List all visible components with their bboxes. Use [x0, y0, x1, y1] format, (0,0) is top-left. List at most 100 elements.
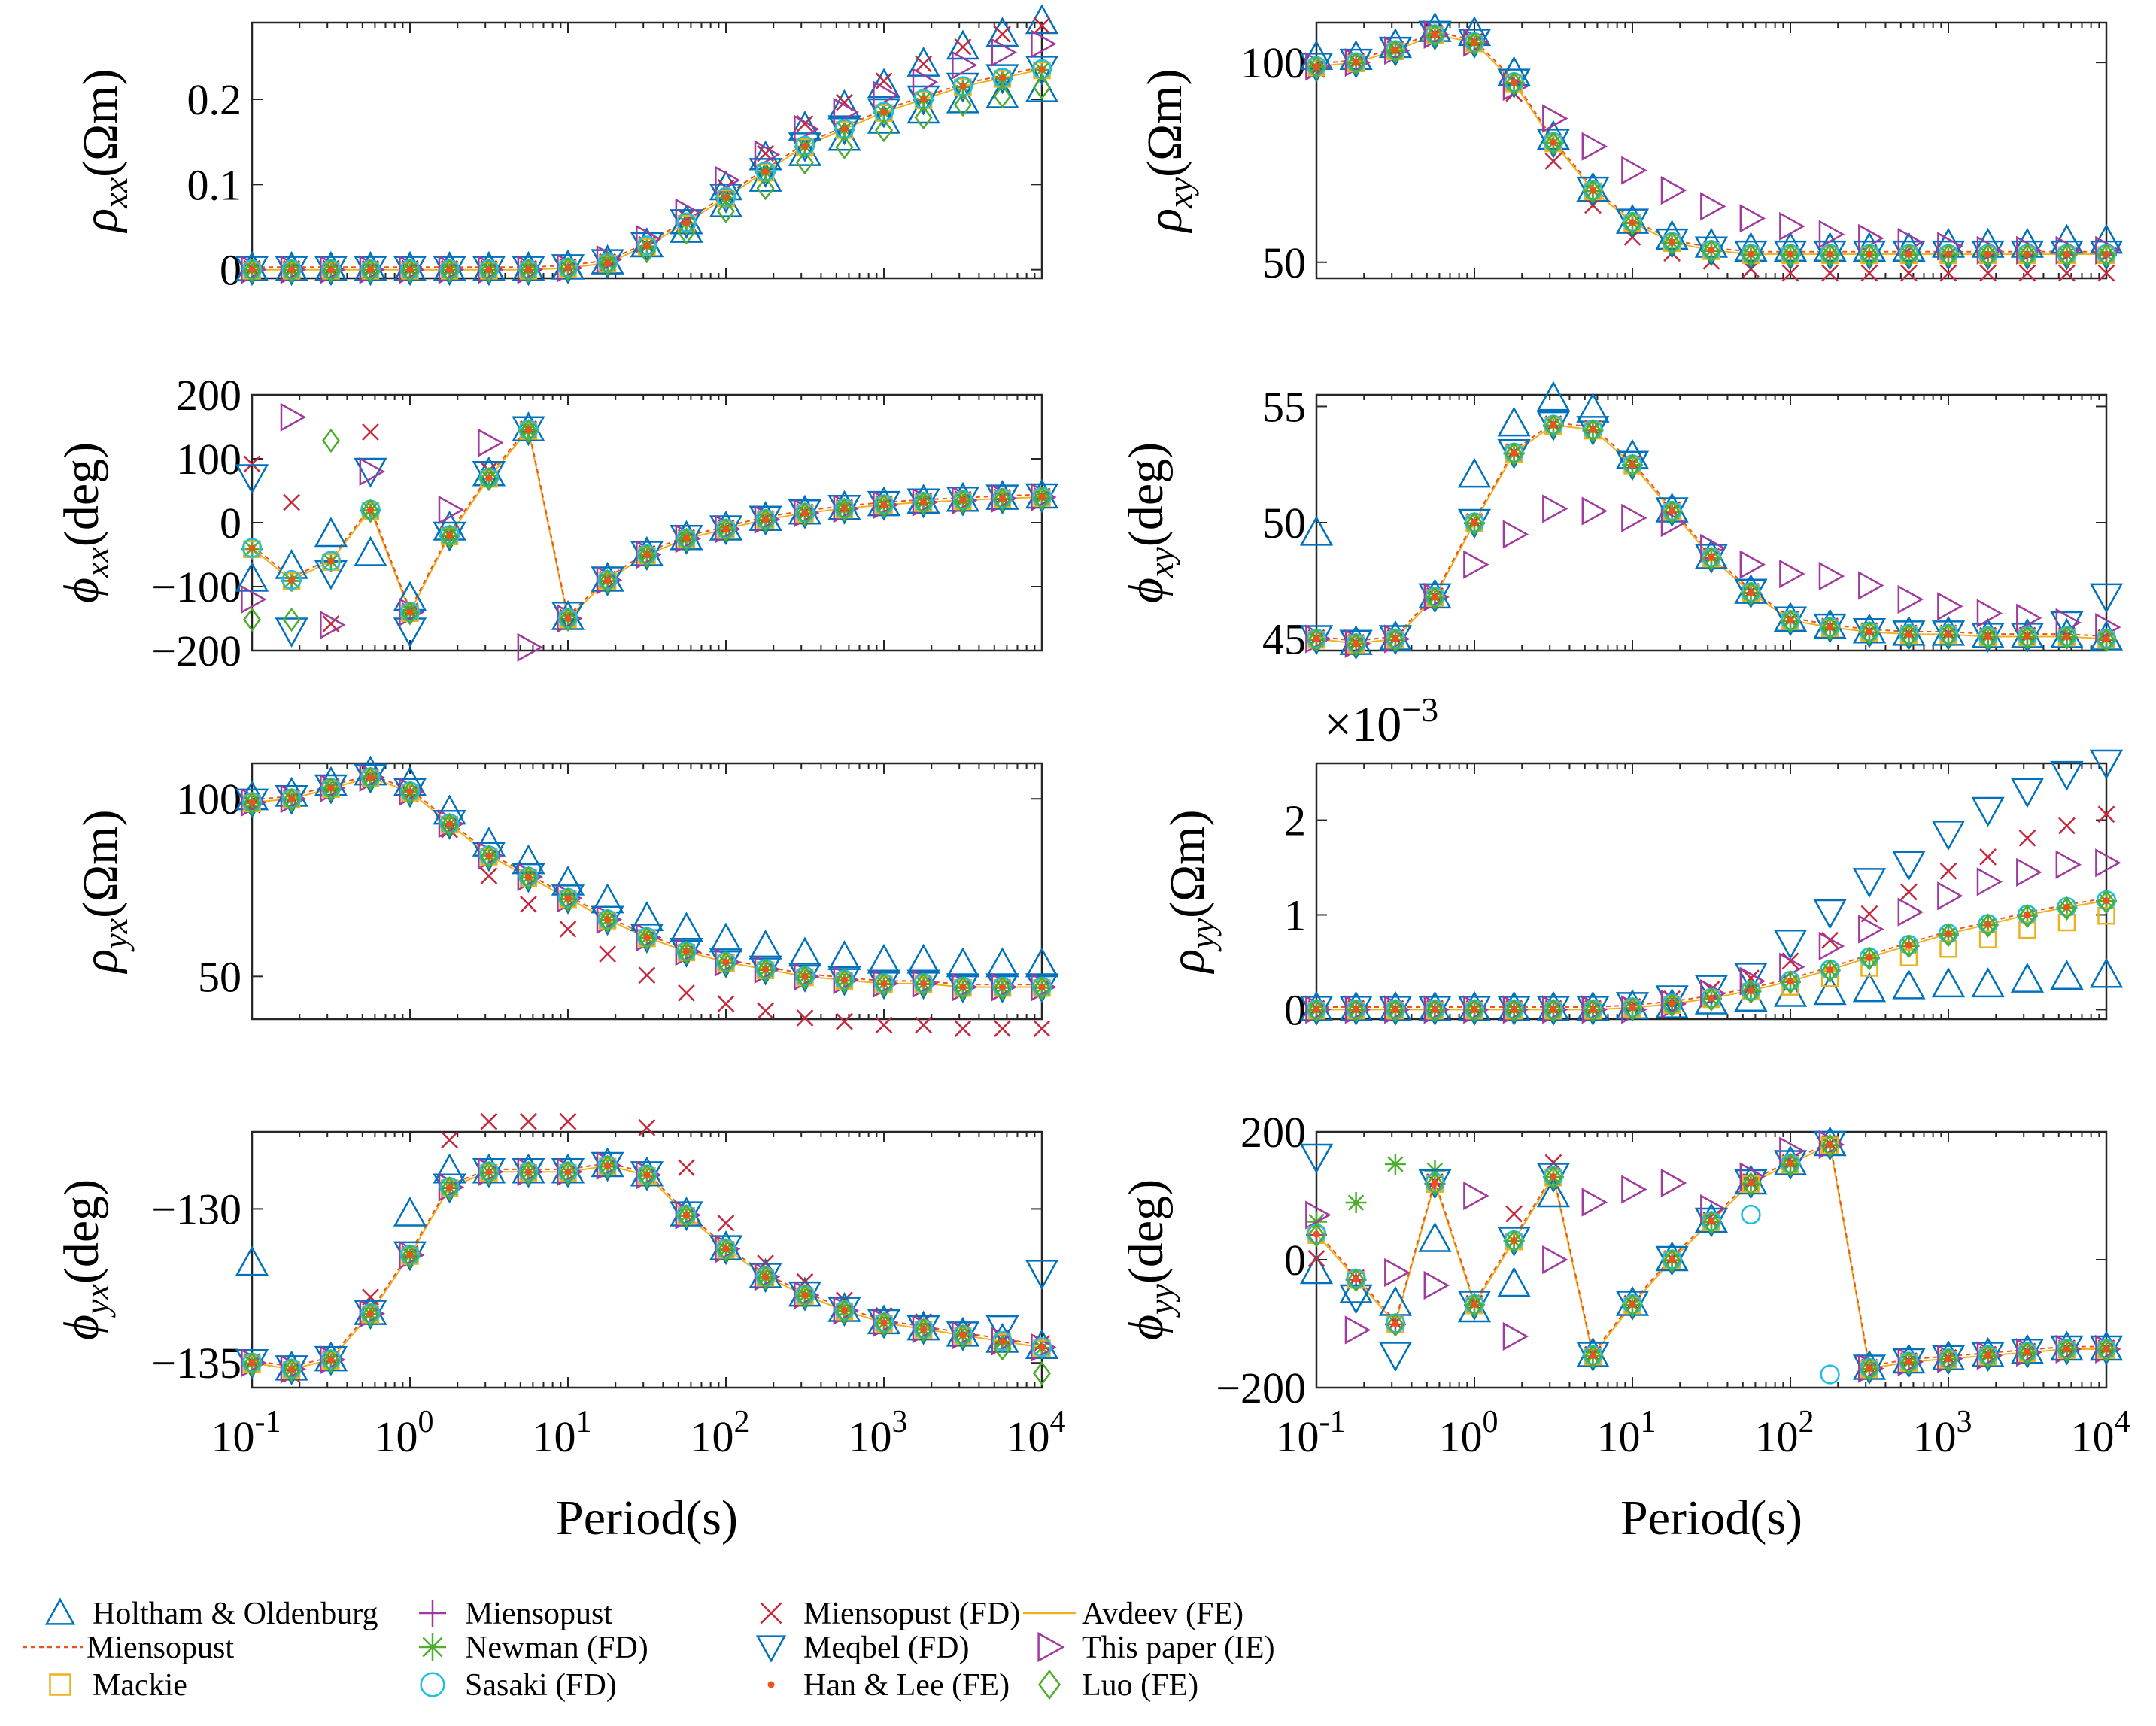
- data-point-this_paper: [1542, 494, 1568, 523]
- y-tick-label: 0: [220, 246, 241, 295]
- data-point-hanlee: [2024, 632, 2031, 640]
- data-point-this_paper: [517, 632, 544, 662]
- data-point-luo: [677, 220, 696, 245]
- data-point-this_paper: [1542, 1245, 1568, 1275]
- y-tick-label: 0.1: [187, 160, 242, 209]
- x-axis-label: Period(s): [1620, 1491, 1802, 1546]
- data-point-hanlee: [564, 894, 572, 902]
- data-point-luo: [479, 466, 498, 492]
- data-point-hanlee: [1905, 1358, 1912, 1366]
- data-point-luo: [1820, 616, 1839, 641]
- panel-rho_yy: 0 1 2 ρyy(Ωm) ×10−3: [1160, 690, 2124, 1034]
- data-point-hanlee: [1392, 635, 1399, 643]
- data-point-luo: [479, 1160, 498, 1185]
- data-point-luo: [440, 524, 459, 549]
- y-tick-label: 0: [220, 499, 241, 548]
- data-point-miensopust_fd: [954, 1020, 972, 1038]
- data-point-hanlee: [1708, 1218, 1715, 1225]
- data-point-hanlee: [248, 799, 256, 806]
- data-point-holtham: [235, 1245, 269, 1276]
- panel-rho_yx: 50 100 ρyx(Ωm): [73, 755, 1059, 1038]
- data-point-luo: [677, 940, 696, 965]
- data-point-luo: [953, 489, 972, 514]
- data-point-holtham: [2089, 957, 2124, 988]
- data-point-meqbel: [235, 464, 269, 495]
- data-point-this_paper: [1937, 592, 1963, 621]
- series-sasaki: [241, 767, 1052, 997]
- data-point-hanlee: [920, 96, 928, 103]
- data-point-luo: [1426, 23, 1444, 48]
- data-point-luo: [756, 508, 775, 533]
- data-point-hanlee: [762, 1273, 770, 1281]
- data-point-this_paper: [1779, 211, 1805, 241]
- y-tick-label: 50: [1262, 499, 1306, 548]
- data-point-hanlee: [1747, 589, 1754, 596]
- data-point-luo: [440, 1176, 459, 1201]
- data-point-luo: [440, 812, 459, 837]
- legend-label: Sasaki (FD): [465, 1668, 617, 1703]
- panel-phi_xy: 45 50 55 ϕxy(deg): [1119, 381, 2124, 664]
- data-point-this_paper: [1739, 204, 1766, 233]
- x-tick-label: 102: [1755, 1405, 1814, 1461]
- data-point-meqbel: [1025, 1260, 1059, 1290]
- data-point-luo: [558, 607, 578, 632]
- data-point-miensopust_fd: [1781, 952, 1799, 970]
- series-miensopust_plus: [241, 420, 1052, 630]
- data-point-this_paper: [1305, 1200, 1332, 1230]
- data-point-luo: [282, 1357, 301, 1383]
- data-point-luo: [914, 1318, 933, 1342]
- y-tick-label: 200: [176, 371, 241, 420]
- data-point-miensopust_fd: [678, 984, 695, 1002]
- data-point-luo: [835, 1300, 854, 1324]
- series-miensopust_fd: [243, 1112, 1051, 1383]
- data-point-hanlee: [1589, 1006, 1596, 1013]
- data-point-hanlee: [446, 266, 454, 274]
- series-luo: [1307, 1133, 2116, 1382]
- data-point-luo: [795, 965, 814, 990]
- data-point-sasaki: [715, 187, 736, 207]
- y-axis-label: ϕyx(deg): [54, 1179, 116, 1340]
- data-point-luo: [1899, 934, 1918, 959]
- data-point-this_paper: [1976, 867, 2003, 896]
- series-luo: [242, 1154, 1052, 1386]
- data-point-miensopust_fd: [480, 1112, 498, 1130]
- data-point-hanlee: [920, 980, 928, 987]
- data-point-hanlee: [1787, 1160, 1794, 1167]
- data-point-luo: [2018, 903, 2036, 929]
- data-point-hanlee: [1353, 1276, 1360, 1282]
- data-point-hanlee: [1905, 250, 1912, 258]
- y-tick-label: 2: [1284, 796, 1306, 845]
- data-point-luo: [361, 259, 380, 284]
- data-point-luo: [1505, 441, 1523, 466]
- data-point-hanlee: [1511, 449, 1518, 457]
- data-point-miensopust_fd: [2058, 817, 2076, 835]
- data-point-luo: [1939, 923, 1958, 948]
- data-point-luo: [282, 607, 301, 632]
- data-point-luo: [1781, 609, 1800, 634]
- data-point-miensopust_fd: [678, 1159, 695, 1177]
- data-point-miensopust_fd: [638, 966, 656, 984]
- data-point-holtham: [1852, 972, 1887, 1003]
- data-point-meqbel: [1813, 899, 1847, 930]
- series-hanlee: [248, 65, 1046, 274]
- data-point-this_paper: [1423, 1270, 1450, 1300]
- data-point-meqbel: [2050, 760, 2084, 791]
- data-point-holtham: [670, 912, 703, 942]
- data-point-holtham: [906, 943, 940, 974]
- axes-box-rho_yx: [251, 762, 1043, 1021]
- data-point-hanlee: [1550, 1006, 1557, 1013]
- data-point-hanlee: [288, 577, 296, 584]
- data-point-hanlee: [840, 505, 848, 512]
- data-point-hanlee: [682, 535, 690, 542]
- data-point-this_paper: [1897, 897, 1924, 927]
- y-tick-label: 55: [1262, 382, 1306, 431]
- data-point-luo: [716, 951, 736, 976]
- data-point-luo: [2018, 625, 2036, 651]
- data-point-luo: [756, 176, 775, 201]
- data-point-hanlee: [1984, 921, 1992, 928]
- data-point-luo: [1781, 243, 1800, 268]
- data-point-hanlee: [959, 496, 967, 504]
- data-point-luo: [1820, 1133, 1839, 1158]
- legend-item-holtham: Holtham & Oldenburg: [44, 1597, 378, 1631]
- series-holtham: [1299, 1126, 2124, 1380]
